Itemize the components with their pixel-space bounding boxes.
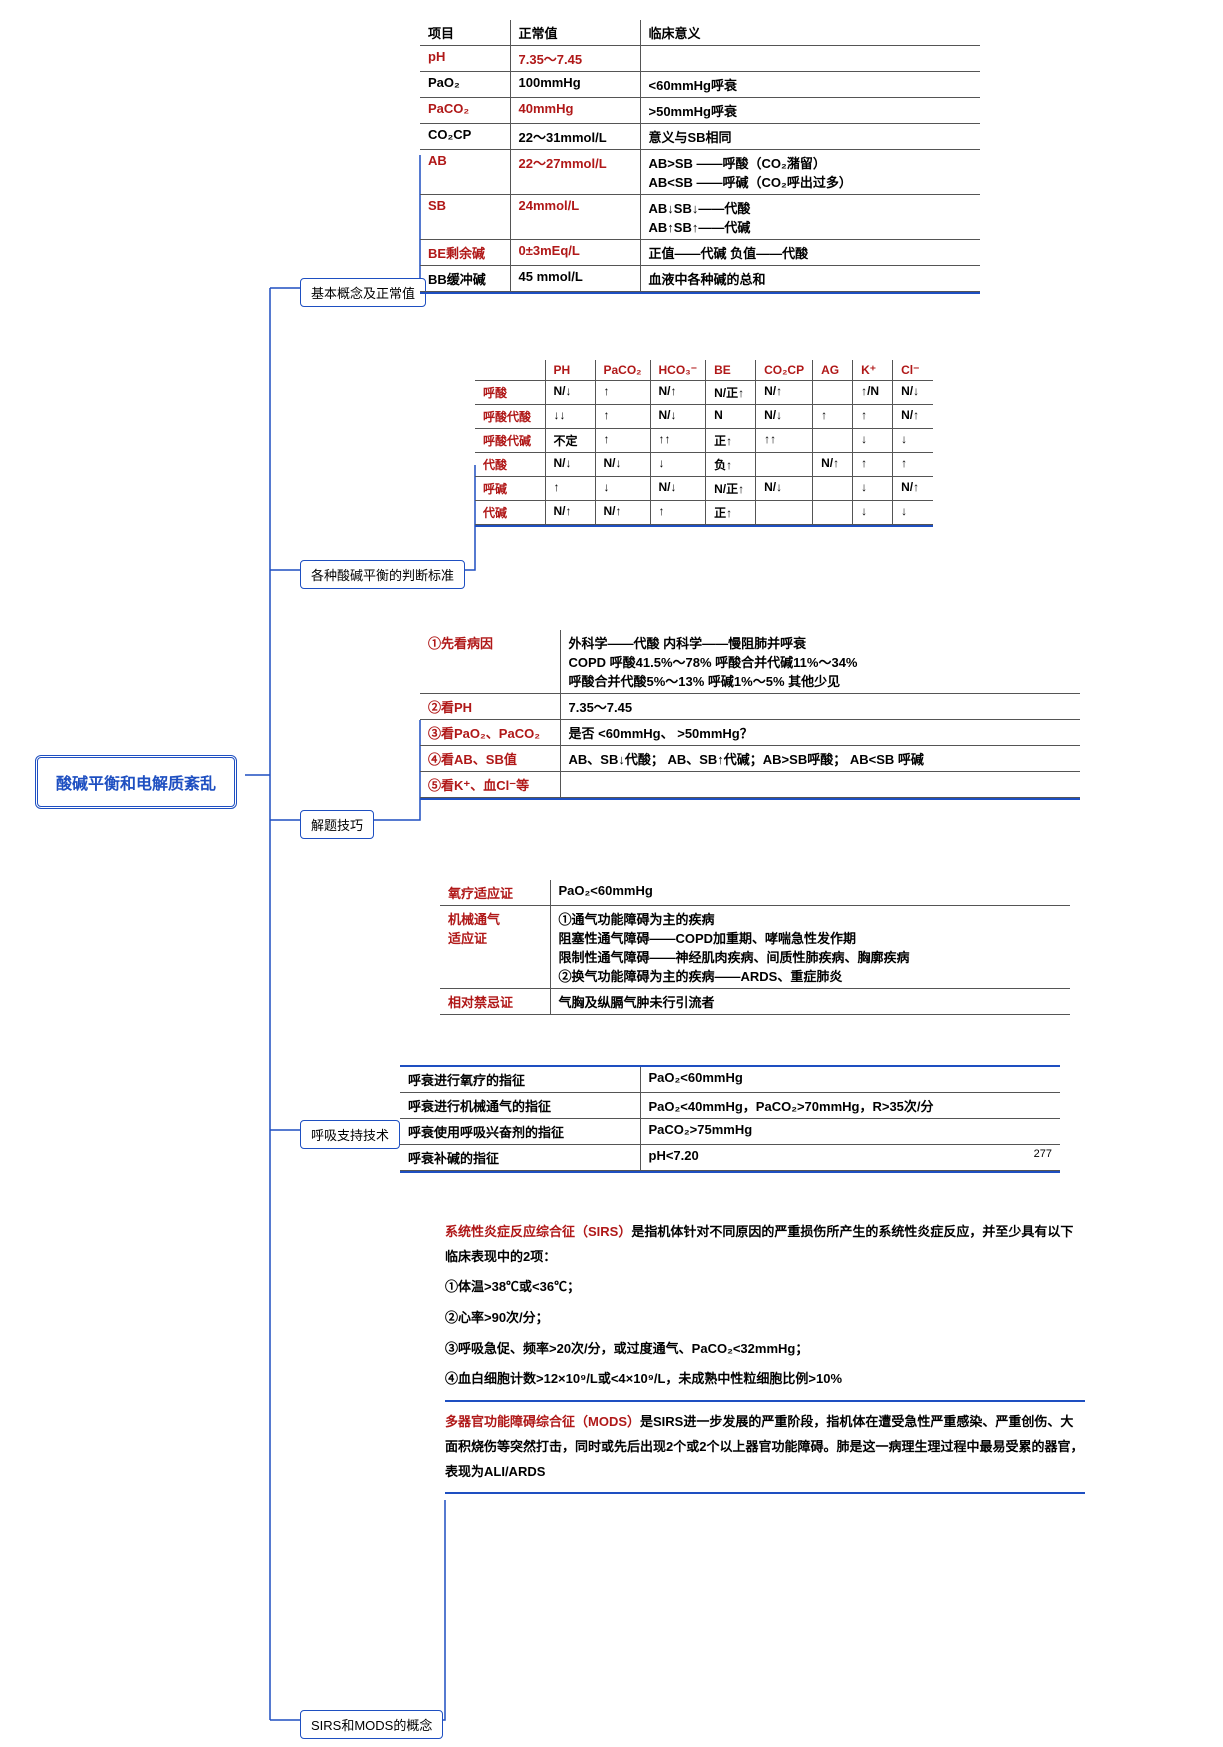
resp-failure-table: 呼衰进行氧疗的指征PaO₂<60mmHg 呼衰进行机械通气的指征PaO₂<40m…: [400, 1065, 1060, 1171]
table-row: 代碱N/↑N/↑↑正↑↓↓: [475, 501, 933, 525]
branch-1-label: 基本概念及正常值: [300, 278, 426, 307]
table-row: 呼碱↑↓N/↓N/正↑N/↓↓N/↑: [475, 477, 933, 501]
root-label: 酸碱平衡和电解质紊乱: [56, 776, 216, 793]
table-row: 代酸N/↓N/↓↓负↑N/↑↑↑: [475, 453, 933, 477]
table-row: ③看PaO₂、PaCO₂是否 <60mmHg、 >50mmHg？: [420, 720, 1080, 746]
table-row: 呼酸N/↓↑N/↑N/正↑N/↑↑/NN/↓: [475, 381, 933, 405]
table-row: 呼酸代碱不定↑↑↑正↑↑↑↓↓: [475, 429, 933, 453]
tips-container: ①先看病因外科学——代酸 内科学——慢阻肺并呼衰 COPD 呼酸41.5%～78…: [420, 630, 1080, 800]
table-row: 氧疗适应证PaO₂<60mmHg: [440, 880, 1070, 906]
sirs-text: 系统性炎症反应综合征（SIRS）是指机体针对不同原因的严重损伤所产生的系统性炎症…: [445, 1220, 1085, 1494]
table-1-container: 项目 正常值 临床意义 pH7.35～7.45 PaO₂100mmHg<60mm…: [420, 20, 980, 294]
table-row: BB缓冲碱45 mmol/L血液中各种碱的总和: [420, 266, 980, 292]
branch-4-label: 呼吸支持技术: [300, 1120, 400, 1149]
acid-base-criteria-table: PH PaCO₂ HCO₃⁻ BE CO₂CP AG K⁺ Cl⁻ 呼酸N/↓↑…: [475, 360, 933, 525]
table-row: ④看AB、SB值AB、SB↓代酸； AB、SB↑代碱；AB>SB呼酸； AB<S…: [420, 746, 1080, 772]
branch-2-label: 各种酸碱平衡的判断标准: [300, 560, 465, 589]
table-row: 呼衰进行机械通气的指征PaO₂<40mmHg，PaCO₂>70mmHg，R>35…: [400, 1093, 1060, 1119]
page-number: 277: [1034, 1148, 1052, 1160]
branch-5-label: SIRS和MODS的概念: [300, 1710, 443, 1739]
table-row: 呼衰补碱的指征pH<7.20277: [400, 1145, 1060, 1171]
table-row: 项目 正常值 临床意义: [420, 20, 980, 46]
table-row: 相对禁忌证气胸及纵膈气肿未行引流者: [440, 989, 1070, 1015]
table-row: 呼酸代酸↓↓↑N/↓NN/↓↑↑N/↑: [475, 405, 933, 429]
table-row: ⑤看K⁺、血Cl⁻等: [420, 772, 1080, 798]
branch-3-label: 解题技巧: [300, 810, 374, 839]
table-row: SB24mmol/LAB↓SB↓——代酸 AB↑SB↑——代碱: [420, 195, 980, 240]
table-row: BE剩余碱0±3mEq/L正值——代碱 负值——代酸: [420, 240, 980, 266]
table-row: CO₂CP22～31mmol/L意义与SB相同: [420, 124, 980, 150]
table-row: AB22～27mmol/LAB>SB ——呼酸（CO₂潴留） AB<SB ——呼…: [420, 150, 980, 195]
table-row: ②看PH7.35～7.45: [420, 694, 1080, 720]
table-row: 呼衰进行氧疗的指征PaO₂<60mmHg: [400, 1066, 1060, 1093]
table-row: pH7.35～7.45: [420, 46, 980, 72]
table-row: PH PaCO₂ HCO₃⁻ BE CO₂CP AG K⁺ Cl⁻: [475, 360, 933, 381]
table-row: PaCO₂40mmHg>50mmHg呼衰: [420, 98, 980, 124]
tips-table: ①先看病因外科学——代酸 内科学——慢阻肺并呼衰 COPD 呼酸41.5%～78…: [420, 630, 1080, 798]
normal-values-table: 项目 正常值 临床意义 pH7.35～7.45 PaO₂100mmHg<60mm…: [420, 20, 980, 292]
root-node: 酸碱平衡和电解质紊乱: [35, 755, 237, 809]
table-row: 呼衰使用呼吸兴奋剂的指征PaCO₂>75mmHg: [400, 1119, 1060, 1145]
table-2-container: PH PaCO₂ HCO₃⁻ BE CO₂CP AG K⁺ Cl⁻ 呼酸N/↓↑…: [475, 360, 933, 527]
table-row: ①先看病因外科学——代酸 内科学——慢阻肺并呼衰 COPD 呼酸41.5%～78…: [420, 630, 1080, 694]
resp-lower-container: 呼衰进行氧疗的指征PaO₂<60mmHg 呼衰进行机械通气的指征PaO₂<40m…: [400, 1065, 1060, 1173]
table-row: PaO₂100mmHg<60mmHg呼衰: [420, 72, 980, 98]
resp-indications-table: 氧疗适应证PaO₂<60mmHg 机械通气 适应证①通气功能障碍为主的疾病 阻塞…: [440, 880, 1070, 1015]
resp-upper-container: 氧疗适应证PaO₂<60mmHg 机械通气 适应证①通气功能障碍为主的疾病 阻塞…: [440, 880, 1070, 1015]
table-row: 机械通气 适应证①通气功能障碍为主的疾病 阻塞性通气障碍——COPD加重期、哮喘…: [440, 906, 1070, 989]
